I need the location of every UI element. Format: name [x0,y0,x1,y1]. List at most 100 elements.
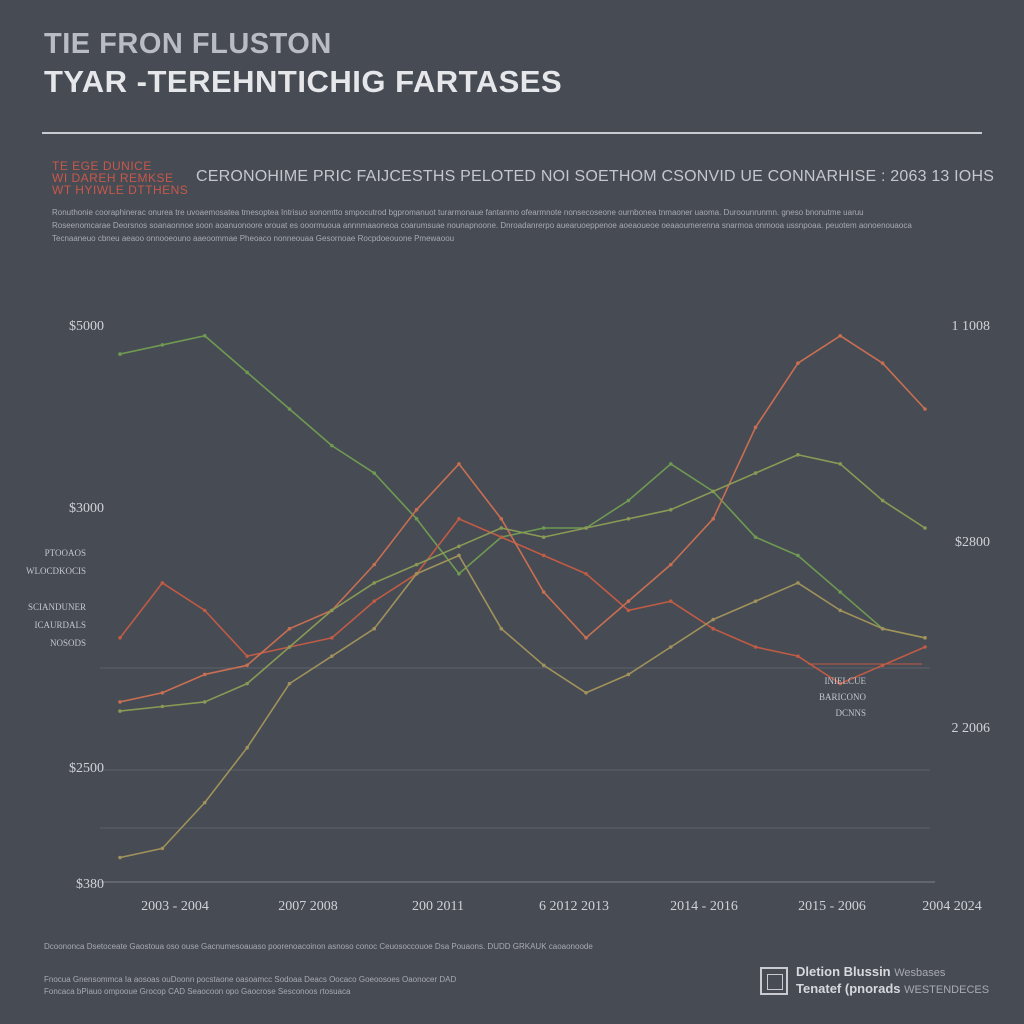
brand-tagline: Tenatef (pnorads [796,981,901,996]
series-point [541,663,546,668]
series-point [330,654,334,658]
series-point [457,553,461,558]
x-tick-label: 2004 2024 [922,899,982,914]
series-point [330,608,334,613]
series-point [626,672,631,677]
legend-left-entry: ICAURDALS [34,620,86,630]
series-point [711,626,715,631]
series-point [160,343,165,347]
category-tag: TE EGE DUNICE WI DAREH REMKSE WT HYIWLE … [52,160,202,196]
x-tick-label: 2003 - 2004 [141,899,209,914]
brand-tagline-suffix: WESTENDECES [904,984,990,996]
series-point [118,352,122,356]
series-point [584,690,588,695]
series-point [330,636,334,640]
series-point [880,498,885,503]
series-point [202,608,207,613]
series-point [753,471,758,475]
y-tick-label-left: $3000 [69,501,104,516]
series-point [838,608,843,613]
series-point [923,636,927,640]
series-point [202,333,207,338]
brand-name: Dletion Blussin [796,964,891,979]
brand-name-suffix: Wesbases [894,967,946,979]
series-point [160,704,165,709]
series-point [160,581,165,585]
series-point [668,507,673,512]
series-line [119,453,926,712]
x-tick-label: 2007 2008 [278,899,338,914]
y-tick-label-left: $5000 [69,319,104,334]
series-point [245,370,249,375]
series-point [626,498,631,503]
x-tick-label: 2014 - 2016 [670,899,738,914]
brand-block: Dletion Blussin Wesbases Tenatef (pnorad… [760,964,989,998]
footnote: Dcoononca Dsetoceate Gaostoua oso ouse G… [44,942,593,951]
series-point [245,681,249,686]
series-point [668,645,673,649]
series-point [923,407,927,411]
legend-left-entry: WLOCDKOCIS [26,566,86,576]
y-tick-label-left: $380 [76,877,104,892]
series-point [499,535,504,539]
title-divider [42,132,982,134]
series-point [118,636,122,640]
series-point [287,645,292,649]
description-line: Ronuthonie cooraphinerac onurea tre uvoa… [52,208,864,217]
category-tag-line: WI DAREH REMKSE [52,171,174,185]
series-line [119,554,926,859]
series-point [541,535,546,539]
legend-right-entry: DCNNS [835,708,866,718]
series-point [287,626,292,631]
y-tick-label-right: $2800 [955,535,990,550]
series-point [923,526,927,530]
series-point [796,581,800,585]
y-tick-label-right: 2 2006 [952,721,991,736]
chart-description: Ronuthonie cooraphinerac onurea tre uvoa… [52,206,972,245]
x-tick-label: 200 2011 [412,899,464,914]
series-point [372,562,377,567]
series-point [499,526,504,530]
series-point [541,553,546,558]
series-point [499,517,504,521]
series-point [160,690,165,695]
series-point [499,626,504,631]
series-point [414,507,419,512]
legend-right-entry: INIELCUE [825,676,867,686]
series-point [668,599,673,604]
series-point [923,645,927,649]
series-point [118,700,122,704]
series-point [372,626,377,631]
series-point [753,535,758,539]
series-point [796,361,800,366]
series-line [119,334,926,639]
legend-left-entry: NOSODS [50,638,86,648]
series-point [711,489,715,494]
series-point [626,608,631,613]
category-tag-line: WT HYIWLE DTTHENS [52,183,189,197]
series-point [245,663,249,668]
x-tick-label: 6 2012 2013 [539,899,609,914]
series-point [838,590,843,594]
credit-line: Fnocua Gnensommca Ia aosoas ouDoonn pocs… [44,975,457,984]
x-tick-label: 2015 - 2006 [798,899,866,914]
series-point [457,544,461,549]
series-point [838,681,843,686]
series-point [457,571,461,576]
series-point [245,654,249,658]
description-line: Roseenomcarae Deorsnos soanaonnoe soon a… [52,221,912,230]
series-point [753,645,758,649]
series-line [119,518,926,685]
series-point [202,672,207,677]
series-point [753,599,758,604]
category-tag-line: TE EGE DUNICE [52,159,152,173]
series-point [118,855,122,860]
y-tick-label-right: 1 1008 [952,319,991,334]
series-point [372,471,377,475]
series-point [372,599,377,604]
credits: Fnocua Gnensommca Ia aosoas ouDoonn pocs… [44,974,456,998]
series-point [668,562,673,567]
series-point [245,745,249,750]
series-point [711,517,715,521]
